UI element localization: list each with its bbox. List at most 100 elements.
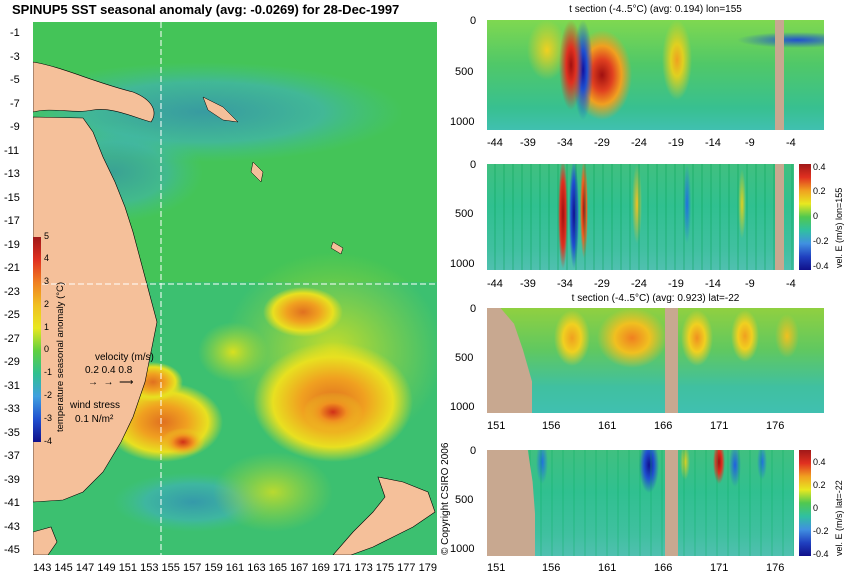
- y-tick: -25: [4, 309, 20, 321]
- new-guinea-land: [33, 61, 155, 123]
- x-tick: 171: [332, 562, 352, 574]
- section3-land-mask-mid: [665, 308, 678, 413]
- x-tick: -4: [786, 137, 796, 149]
- x-tick: -24: [631, 137, 647, 149]
- section3-title: t section (-4..5°C) (avg: 0.923) lat=-22: [571, 293, 740, 304]
- cb-tick: -3: [44, 413, 53, 423]
- x-tick: -29: [594, 137, 610, 149]
- cb-tick: 0.2: [813, 186, 826, 196]
- x-tick: 153: [140, 562, 159, 574]
- section4-land-mask-left: [487, 450, 535, 556]
- y-tick: -13: [4, 168, 20, 180]
- velocity-legend-label: velocity (m/s): [95, 352, 154, 363]
- y-tick: -23: [4, 286, 20, 298]
- x-tick: 143: [33, 562, 52, 574]
- x-tick: 156: [542, 420, 561, 432]
- section4-land-mask-mid: [665, 450, 678, 556]
- copyright-text: © Copyright CSIRO 2006: [440, 442, 451, 555]
- x-tick: -29: [594, 278, 610, 290]
- x-tick: 165: [268, 562, 287, 574]
- cb-tick: 2: [44, 299, 50, 309]
- section1-title: t section (-4..5°C) (avg: 0.194) lon=155: [569, 4, 742, 15]
- cb-tick: 0: [813, 503, 819, 513]
- cb-tick: 3: [44, 276, 50, 286]
- x-tick: 171: [710, 562, 729, 574]
- sst-colorbar-label: temperature seasonal anomaly (°C): [55, 281, 66, 432]
- x-tick: 161: [598, 420, 617, 432]
- x-tick: 179: [418, 562, 437, 574]
- y-tick: 1000: [450, 543, 475, 555]
- sst-map-svg: [33, 22, 437, 555]
- cb-tick: -0.4: [813, 549, 829, 559]
- cb-tick: 0.4: [813, 457, 826, 467]
- section3-land-mask-left: [487, 308, 532, 413]
- x-tick: 156: [542, 562, 561, 574]
- x-tick: 169: [311, 562, 330, 574]
- y-tick: -37: [4, 450, 20, 462]
- x-tick: 151: [487, 420, 506, 432]
- cb-tick: -2: [44, 390, 53, 400]
- x-tick: -14: [705, 137, 721, 149]
- cb-tick: -0.2: [813, 236, 829, 246]
- section4-plot: [487, 450, 794, 556]
- velocity-arrows-icon: → → ⟶: [88, 377, 134, 388]
- x-tick: -9: [745, 137, 755, 149]
- x-tick: 151: [118, 562, 138, 574]
- y-tick: -19: [4, 239, 20, 251]
- x-tick: -19: [668, 137, 684, 149]
- x-tick: 167: [290, 562, 309, 574]
- cb-tick: 1: [44, 322, 50, 332]
- y-tick: 500: [455, 66, 474, 78]
- y-tick: 1000: [450, 258, 475, 270]
- y-tick: 1000: [450, 116, 475, 128]
- cb-tick: -4: [44, 436, 53, 446]
- y-tick: 500: [455, 352, 474, 364]
- y-tick: -21: [4, 262, 20, 274]
- section2-plot: [487, 164, 794, 270]
- wind-legend-label: wind stress: [70, 400, 121, 411]
- y-tick: -29: [4, 356, 20, 368]
- velocity-legend-values: 0.2 0.4 0.8: [85, 365, 133, 376]
- cb-tick: -0.4: [813, 261, 829, 271]
- x-tick: 173: [354, 562, 373, 574]
- main-title: SPINUP5 SST seasonal anomaly (avg: -0.02…: [12, 2, 400, 17]
- x-tick: 175: [375, 562, 395, 574]
- x-tick: -14: [705, 278, 721, 290]
- cb-tick: 0.4: [813, 162, 826, 172]
- section2-land-mask: [775, 164, 784, 270]
- section2-colorbar-label: vel. E (m/s) lon=155: [834, 187, 844, 268]
- y-tick: -7: [10, 98, 20, 110]
- y-tick: 0: [470, 303, 477, 315]
- x-tick: 177: [397, 562, 416, 574]
- x-tick: 176: [766, 562, 785, 574]
- x-tick: 151: [487, 562, 506, 574]
- y-tick: -1: [10, 27, 20, 39]
- new-zealand-land: [332, 476, 436, 555]
- y-tick: 0: [470, 159, 477, 171]
- y-tick: -39: [4, 474, 20, 486]
- x-tick: 176: [766, 420, 785, 432]
- y-tick: -27: [4, 333, 20, 345]
- cb-tick: 0.2: [813, 480, 826, 490]
- y-tick: -3: [10, 51, 20, 63]
- section1-plot: [487, 20, 824, 130]
- x-tick: 159: [204, 562, 223, 574]
- y-tick: -41: [4, 497, 20, 509]
- y-tick: -35: [4, 427, 20, 439]
- x-tick: -34: [557, 278, 573, 290]
- x-tick: -44: [487, 137, 503, 149]
- cb-tick: 0: [44, 344, 50, 354]
- sst-colorbar: [33, 237, 41, 442]
- y-tick: -15: [4, 192, 20, 204]
- x-tick: 163: [247, 562, 266, 574]
- x-tick: -34: [557, 137, 573, 149]
- section3-plot: [487, 308, 824, 413]
- y-tick: 0: [470, 15, 477, 27]
- x-tick: 161: [598, 562, 617, 574]
- y-tick: -45: [4, 544, 20, 556]
- x-tick: 145: [54, 562, 73, 574]
- x-tick: -9: [745, 278, 755, 290]
- section4-colorbar: [799, 450, 811, 556]
- section1-land-mask: [775, 20, 784, 130]
- y-tick: -43: [4, 521, 20, 533]
